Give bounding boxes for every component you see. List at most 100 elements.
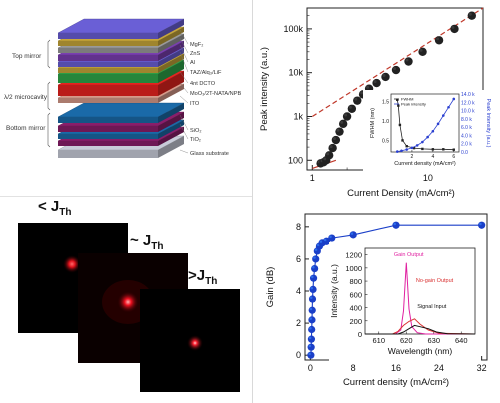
peak-data-point-highlight xyxy=(323,157,327,161)
peak-inset-fwhm-point xyxy=(405,145,408,148)
gain-data-point xyxy=(328,234,336,242)
gain-data-point xyxy=(307,351,315,359)
gain-data-point-highlight xyxy=(313,256,316,259)
gain-x-tick-label: 0 xyxy=(308,363,313,373)
peak-data-point-highlight xyxy=(336,128,340,132)
peak-inset-intensity-point xyxy=(410,146,414,150)
spot-label-below-threshold: < JTh xyxy=(38,198,72,218)
peak-inset-intensity-point xyxy=(421,140,424,144)
gain-data-point xyxy=(311,264,319,273)
peak-inset-intensity-point xyxy=(431,129,435,133)
gain-data-point xyxy=(312,255,320,263)
peak-inset-right-tick-label: 0.0 xyxy=(461,150,468,156)
peak-inset-right-tick-label: 12.0 k xyxy=(461,100,475,106)
gain-data-point xyxy=(308,295,317,303)
peak-data-point xyxy=(391,65,401,75)
gain-inset-spectrum-line xyxy=(365,324,476,335)
stack-layer-side xyxy=(158,60,184,83)
stack-layer-side xyxy=(158,84,184,103)
peak-inset-fwhm-line xyxy=(396,99,454,151)
peak-data-point xyxy=(331,135,341,145)
peak-inset-legend-entry: Peak intensity xyxy=(401,102,426,107)
peak-inset-left-tick-label: 1.5 xyxy=(382,100,389,106)
stack-leader-line xyxy=(179,82,189,94)
peak-inset-intensity-point xyxy=(436,122,440,126)
stack-layer-side xyxy=(158,19,184,39)
gain-data-point-highlight xyxy=(479,222,482,226)
gain-data-point-highlight xyxy=(323,238,327,242)
peak-inset-right-tick-label: 14.0 k xyxy=(461,92,475,98)
peak-intensity-svg: 100 1k 10k 100k 1 10 Current Density (mA/cm²) P… xyxy=(259,7,493,199)
peak-inset-right-tick-label: 4.0 k xyxy=(461,133,472,139)
gain-y-tick-label: 8 xyxy=(296,222,301,232)
peak-inset-fwhm-point xyxy=(431,148,435,151)
stack-layer-front xyxy=(58,55,158,61)
peak-inset-intensity-point xyxy=(395,150,399,153)
gain-inset-x-tick-label: 630 xyxy=(427,336,440,345)
gain-data-point xyxy=(308,316,316,324)
gain-x-tick-label: 32 xyxy=(477,363,487,373)
peak-data-point-highlight xyxy=(326,152,330,156)
gain-data-point-highlight xyxy=(312,266,315,269)
stack-layer-side xyxy=(158,27,184,46)
emission-spots-figure: < JTh ~ JTh >JTh xyxy=(0,196,252,403)
peak-data-point xyxy=(372,78,381,88)
gain-y-tick-label: 2 xyxy=(296,318,301,328)
device-stack-figure: Top mirror λ/2 microcavity Bottom mirror… xyxy=(0,0,252,196)
stack-leader-line xyxy=(179,51,189,73)
gain-data-point-highlight xyxy=(311,275,314,279)
gain-data-point-highlight xyxy=(308,344,312,348)
gain-inset-annotation: No-gain Output xyxy=(416,278,454,284)
group-label-bottom-mirror: Bottom mirror xyxy=(6,125,46,132)
stack-layer-side xyxy=(158,41,184,61)
peak-inset-x-tick-label: 4 xyxy=(431,154,434,160)
peak-data-point xyxy=(381,72,390,82)
stack-layer-side xyxy=(158,34,184,53)
peak-data-point xyxy=(347,104,357,113)
peak-data-point xyxy=(418,47,427,56)
gain-inset-x-tick-label: 620 xyxy=(400,336,413,345)
peak-inset-intensity-point xyxy=(426,135,429,139)
stack-layer-front xyxy=(58,117,158,123)
peak-inset-fwhm-point xyxy=(397,104,400,107)
peak-inset-fwhm-point xyxy=(421,147,424,151)
peak-data-point xyxy=(328,143,337,153)
stack-layer-front xyxy=(58,48,158,53)
stack-layer-front xyxy=(58,134,158,139)
peak-data-point-highlight xyxy=(451,25,455,29)
peak-inset-fwhm-point xyxy=(401,139,404,142)
peak-data-point-highlight xyxy=(340,120,344,124)
stack-layer-label: TAZ/Alq₃/LiF xyxy=(190,70,222,76)
stack-layer-front xyxy=(58,98,158,103)
gain-inset-y-tick-label: 0 xyxy=(358,330,362,339)
gain-inset-frame xyxy=(364,247,476,335)
gain-inset-y-tick-label: 600 xyxy=(349,290,362,299)
gain-data-point xyxy=(349,231,357,239)
stack-layer-front xyxy=(58,33,158,39)
stack-layer-front xyxy=(58,141,158,146)
gain-inset-annotation: Signal Input xyxy=(417,304,447,310)
peak-inset-frame xyxy=(390,93,460,153)
peak-inset-right-label: Peak Intensity (a.u.) xyxy=(485,99,491,148)
stack-layer-label: Glass substrate xyxy=(190,151,229,157)
peak-inset-intensity-point xyxy=(400,149,403,153)
stack-layer-front xyxy=(58,126,158,132)
gain-inset-y-tick-label: 1000 xyxy=(345,264,362,273)
peak-inset-left-label: FWHM (nm) xyxy=(370,108,376,138)
gain-y-tick-label: 6 xyxy=(296,254,301,264)
peak-data-point xyxy=(467,11,477,20)
peak-inset-fwhm-point xyxy=(452,148,455,151)
peak-y-tick-label: 10k xyxy=(288,68,303,78)
gain-x-tick-label: 16 xyxy=(391,363,401,373)
peak-data-point-highlight xyxy=(332,137,336,141)
gain-data-point-highlight xyxy=(309,296,313,300)
peak-data-point-highlight xyxy=(419,48,423,52)
stack-leader-line xyxy=(179,37,189,54)
peak-inset-intensity-point xyxy=(447,105,450,109)
gain-data-point-highlight xyxy=(319,240,323,243)
gain-data-point-highlight xyxy=(309,307,313,311)
gain-x-axis-label: Current density (mA/cm²) xyxy=(343,377,449,388)
peak-y-tick-label: 1k xyxy=(293,111,303,121)
peak-inset-intensity-point xyxy=(415,144,419,147)
